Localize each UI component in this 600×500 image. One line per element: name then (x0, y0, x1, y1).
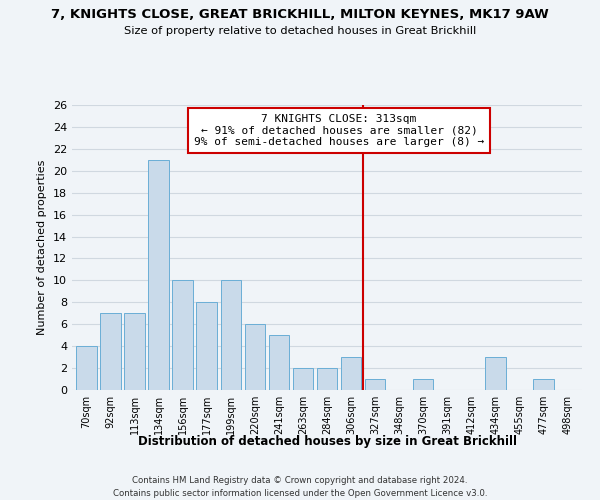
Bar (365, 379, 385, 390)
Bar (76, 346, 97, 390)
Bar (341, 357, 361, 390)
Y-axis label: Number of detached properties: Number of detached properties (37, 160, 47, 335)
Bar (485, 357, 506, 390)
Bar (221, 280, 241, 390)
Bar (293, 368, 313, 390)
Bar (245, 324, 265, 390)
Bar (124, 314, 145, 390)
Bar (100, 314, 121, 390)
Text: Size of property relative to detached houses in Great Brickhill: Size of property relative to detached ho… (124, 26, 476, 36)
Bar (317, 368, 337, 390)
Text: 7 KNIGHTS CLOSE: 313sqm
← 91% of detached houses are smaller (82)
9% of semi-det: 7 KNIGHTS CLOSE: 313sqm ← 91% of detache… (194, 114, 484, 147)
Text: 7, KNIGHTS CLOSE, GREAT BRICKHILL, MILTON KEYNES, MK17 9AW: 7, KNIGHTS CLOSE, GREAT BRICKHILL, MILTO… (51, 8, 549, 20)
Bar (172, 280, 193, 390)
Text: Distribution of detached houses by size in Great Brickhill: Distribution of detached houses by size … (137, 435, 517, 448)
Text: Contains HM Land Registry data © Crown copyright and database right 2024.: Contains HM Land Registry data © Crown c… (132, 476, 468, 485)
Bar (196, 302, 217, 390)
Bar (533, 379, 554, 390)
Bar (148, 160, 169, 390)
Text: Contains public sector information licensed under the Open Government Licence v3: Contains public sector information licen… (113, 489, 487, 498)
Bar (269, 335, 289, 390)
Bar (413, 379, 433, 390)
